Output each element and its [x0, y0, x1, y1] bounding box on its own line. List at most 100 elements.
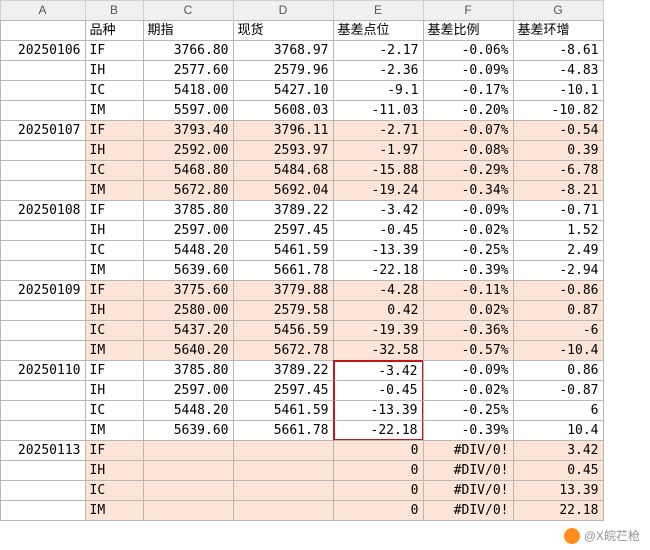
- cell-date[interactable]: [0, 180, 86, 201]
- cell-futures[interactable]: 3766.80: [143, 40, 234, 61]
- cell-basis-pct[interactable]: #DIV/0!: [423, 500, 514, 521]
- cell-basis-chg[interactable]: 10.4: [513, 420, 604, 441]
- cell-basis-pct[interactable]: -0.25%: [423, 400, 514, 421]
- cell-basis-chg[interactable]: -2.94: [513, 260, 604, 281]
- cell-basis-pts[interactable]: -4.28: [333, 280, 424, 301]
- cell-symbol[interactable]: IF: [85, 120, 144, 141]
- cell-date[interactable]: [0, 260, 86, 281]
- cell-futures[interactable]: 2597.00: [143, 380, 234, 401]
- cell-basis-pts[interactable]: -1.97: [333, 140, 424, 161]
- cell-symbol[interactable]: IF: [85, 440, 144, 461]
- cell-symbol[interactable]: IC: [85, 400, 144, 421]
- cell-basis-chg[interactable]: -10.4: [513, 340, 604, 361]
- cell-basis-pct[interactable]: -0.36%: [423, 320, 514, 341]
- cell-basis-chg[interactable]: -0.87: [513, 380, 604, 401]
- cell-symbol[interactable]: IM: [85, 180, 144, 201]
- cell-basis-pts[interactable]: -22.18: [333, 420, 424, 441]
- cell-futures[interactable]: 5437.20: [143, 320, 234, 341]
- cell-futures[interactable]: 5418.00: [143, 80, 234, 101]
- cell-symbol[interactable]: IC: [85, 80, 144, 101]
- cell-basis-pct[interactable]: #DIV/0!: [423, 460, 514, 481]
- cell-basis-chg[interactable]: -6.78: [513, 160, 604, 181]
- cell-basis-pct[interactable]: -0.25%: [423, 240, 514, 261]
- cell-date[interactable]: [0, 380, 86, 401]
- cell-spot[interactable]: 5427.10: [233, 80, 334, 101]
- cell-spot[interactable]: 3789.22: [233, 200, 334, 221]
- cell-basis-pct[interactable]: -0.29%: [423, 160, 514, 181]
- cell-symbol[interactable]: IH: [85, 460, 144, 481]
- col-header-C[interactable]: C: [143, 0, 234, 21]
- cell-basis-chg[interactable]: 13.39: [513, 480, 604, 501]
- cell-futures[interactable]: 3785.80: [143, 200, 234, 221]
- header-c[interactable]: 期指: [143, 20, 234, 41]
- cell-basis-chg[interactable]: -0.71: [513, 200, 604, 221]
- cell-futures[interactable]: 2580.00: [143, 300, 234, 321]
- cell-spot[interactable]: 3768.97: [233, 40, 334, 61]
- cell-basis-chg[interactable]: 0.45: [513, 460, 604, 481]
- cell-basis-pct[interactable]: #DIV/0!: [423, 440, 514, 461]
- cell-symbol[interactable]: IM: [85, 260, 144, 281]
- cell-basis-chg[interactable]: 0.39: [513, 140, 604, 161]
- cell-spot[interactable]: 2597.45: [233, 380, 334, 401]
- cell-date[interactable]: 20250108: [0, 200, 86, 221]
- cell-basis-pts[interactable]: -2.17: [333, 40, 424, 61]
- cell-basis-pts[interactable]: -2.71: [333, 120, 424, 141]
- cell-date[interactable]: [0, 160, 86, 181]
- cell-basis-chg[interactable]: -10.82: [513, 100, 604, 121]
- cell-basis-pct[interactable]: -0.09%: [423, 360, 514, 381]
- cell-basis-pct[interactable]: -0.07%: [423, 120, 514, 141]
- cell-basis-pts[interactable]: -15.88: [333, 160, 424, 181]
- cell-spot[interactable]: 2593.97: [233, 140, 334, 161]
- cell-basis-pct[interactable]: -0.39%: [423, 420, 514, 441]
- cell-futures[interactable]: [143, 480, 234, 501]
- col-header-D[interactable]: D: [233, 0, 334, 21]
- cell-basis-chg[interactable]: -6: [513, 320, 604, 341]
- cell-basis-pct[interactable]: -0.09%: [423, 60, 514, 81]
- cell-date[interactable]: [0, 340, 86, 361]
- cell-basis-chg[interactable]: 22.18: [513, 500, 604, 521]
- cell-basis-pts[interactable]: -2.36: [333, 60, 424, 81]
- cell-basis-pts[interactable]: -0.45: [333, 380, 424, 401]
- cell-futures[interactable]: 5448.20: [143, 240, 234, 261]
- cell-basis-pts[interactable]: 0: [333, 460, 424, 481]
- cell-basis-pts[interactable]: 0: [333, 500, 424, 521]
- cell-spot[interactable]: 5484.68: [233, 160, 334, 181]
- cell-date[interactable]: [0, 420, 86, 441]
- cell-date[interactable]: [0, 100, 86, 121]
- cell-symbol[interactable]: IF: [85, 200, 144, 221]
- cell-date[interactable]: [0, 60, 86, 81]
- cell-date[interactable]: [0, 300, 86, 321]
- cell-symbol[interactable]: IM: [85, 500, 144, 521]
- cell-date[interactable]: [0, 240, 86, 261]
- cell-date[interactable]: [0, 320, 86, 341]
- header-f[interactable]: 基差比例: [423, 20, 514, 41]
- cell-date[interactable]: [0, 460, 86, 481]
- cell-spot[interactable]: [233, 460, 334, 481]
- cell-basis-pts[interactable]: 0: [333, 440, 424, 461]
- cell-basis-chg[interactable]: 3.42: [513, 440, 604, 461]
- header-e[interactable]: 基差点位: [333, 20, 424, 41]
- cell-date[interactable]: [0, 500, 86, 521]
- cell-symbol[interactable]: IM: [85, 100, 144, 121]
- cell-futures[interactable]: 3793.40: [143, 120, 234, 141]
- cell-symbol[interactable]: IH: [85, 140, 144, 161]
- cell-basis-pts[interactable]: 0: [333, 480, 424, 501]
- cell-basis-pts[interactable]: 0.42: [333, 300, 424, 321]
- cell-symbol[interactable]: IC: [85, 320, 144, 341]
- cell-symbol[interactable]: IC: [85, 480, 144, 501]
- col-header-B[interactable]: B: [85, 0, 144, 21]
- cell-symbol[interactable]: IF: [85, 280, 144, 301]
- cell-futures[interactable]: 5639.60: [143, 260, 234, 281]
- header-b[interactable]: 品种: [85, 20, 144, 41]
- cell-spot[interactable]: [233, 440, 334, 461]
- header-d[interactable]: 现货: [233, 20, 334, 41]
- spreadsheet[interactable]: ABCDEFG品种期指现货基差点位基差比例基差环增20250106IF3766.…: [0, 0, 650, 520]
- cell-basis-pct[interactable]: -0.11%: [423, 280, 514, 301]
- cell-symbol[interactable]: IM: [85, 420, 144, 441]
- cell-basis-pct[interactable]: -0.57%: [423, 340, 514, 361]
- cell-basis-chg[interactable]: -0.86: [513, 280, 604, 301]
- col-header-G[interactable]: G: [513, 0, 604, 21]
- cell-basis-chg[interactable]: 0.87: [513, 300, 604, 321]
- cell-basis-pts[interactable]: -22.18: [333, 260, 424, 281]
- cell-symbol[interactable]: IM: [85, 340, 144, 361]
